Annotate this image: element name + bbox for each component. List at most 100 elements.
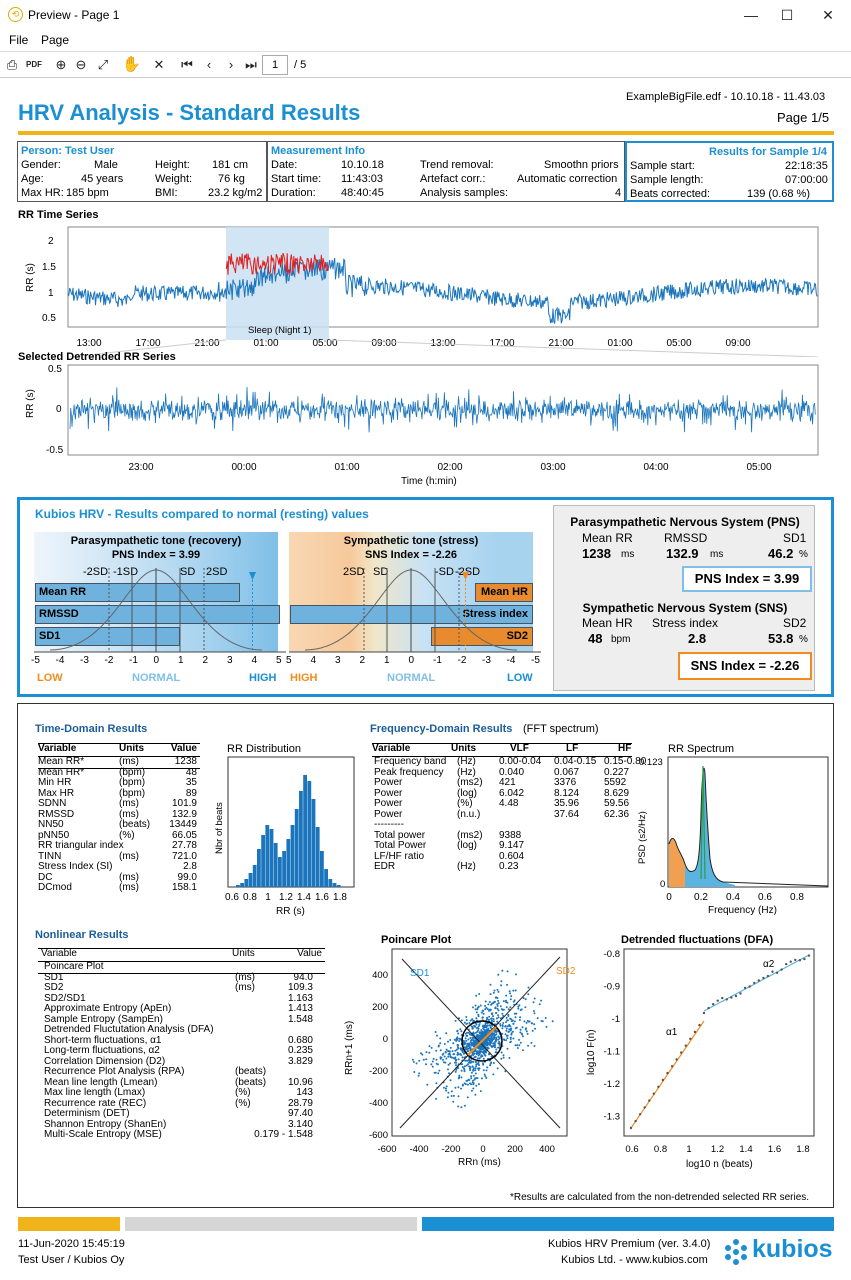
sns-sd-label: -SD xyxy=(435,566,454,578)
poincare-point xyxy=(501,1032,504,1035)
menu-page[interactable]: Page xyxy=(41,33,70,47)
poincare-point xyxy=(426,1083,429,1086)
table-cell: 59.56 xyxy=(604,798,630,809)
dfa-point xyxy=(675,1058,678,1061)
poincare-point xyxy=(509,1041,512,1044)
poincare-point xyxy=(485,1006,488,1009)
bar-rmssd: RMSSD xyxy=(35,605,280,624)
pdf-icon[interactable]: PDF xyxy=(26,60,42,69)
poincare-point xyxy=(486,1008,489,1011)
poincare-chart: SD1 SD2 400 200 0 -200 -400 -600 -600 -400 -200… xyxy=(344,948,575,1168)
spec-xticks: 0 0.2 0.4 0.6 0.8 xyxy=(666,892,804,903)
rrdist-xtick: 1.6 xyxy=(315,892,329,903)
poincare-point xyxy=(518,1038,520,1041)
poincare-point xyxy=(484,1054,487,1057)
maximize-button[interactable]: ☐ xyxy=(780,7,794,23)
poincare-point xyxy=(449,1054,452,1056)
footnote: *Results are calculated from the non-det… xyxy=(510,1192,810,1203)
det-xtick: 01:00 xyxy=(334,462,359,473)
poincare-point xyxy=(509,1017,512,1020)
table-cell: NN50 xyxy=(38,819,64,830)
close-doc-icon[interactable]: ✕ xyxy=(153,57,165,72)
poincare-point xyxy=(510,1027,513,1030)
poincare-point xyxy=(497,999,500,1002)
person-box: Person: Test User Gender: Male Age: 45 y… xyxy=(17,141,267,202)
first-page-icon[interactable]: ⏮ xyxy=(181,57,193,72)
prev-page-icon[interactable]: ‹ xyxy=(206,57,212,72)
poincare-point xyxy=(478,1023,481,1026)
poincare-point xyxy=(506,1025,509,1028)
bar-sd1: SD1 xyxy=(35,627,180,646)
poincare-point xyxy=(493,1030,496,1033)
table-row: RMSSD (ms) 132.9 xyxy=(38,809,200,821)
zoom-in-icon[interactable]: ⊕ xyxy=(55,57,67,72)
poincare-point xyxy=(497,1002,500,1005)
poincare-point xyxy=(505,1039,508,1042)
sample-start-label: Sample start: xyxy=(630,160,695,172)
pns-col: Mean RR xyxy=(582,531,633,545)
table-cell: Determinism (DET) xyxy=(44,1108,130,1119)
sns-sd-label: SD xyxy=(373,566,389,578)
poincare-point xyxy=(506,1001,509,1004)
window-title: Preview - Page 1 xyxy=(28,8,120,22)
poincare-point xyxy=(455,1048,458,1051)
poincare-yticks: 400 200 0 -200 -400 -600 xyxy=(369,970,388,1141)
histogram-bar xyxy=(240,883,244,887)
spec-ylabel: PSD (s2/Hz) xyxy=(637,811,648,864)
table-cell: 143 xyxy=(296,1087,313,1098)
table-cell: 5592 xyxy=(604,777,627,788)
table-cell: 0.04-0.15 xyxy=(554,756,597,767)
last-page-icon[interactable]: ⏭ xyxy=(245,57,257,72)
poincare-point xyxy=(428,1045,431,1048)
poincare-point xyxy=(469,1037,472,1039)
rr-distribution-chart: Nbr of beats 0.6 0.8 1 1.2 1.4 1.6 1.8 RR (s) xyxy=(214,756,355,917)
fit-page-icon[interactable]: ⤢ xyxy=(97,57,109,72)
histogram-bar xyxy=(282,851,286,887)
poincare-point xyxy=(468,1065,471,1068)
histogram-bars xyxy=(236,775,341,887)
table-cell: (ms2) xyxy=(457,829,483,841)
poincare-point xyxy=(517,1007,520,1010)
title-rule xyxy=(18,131,834,135)
dfa-chart: α1 α2 -0.8 -0.9 -1 -1.1 -1.2 -1.3 0.6 0.8 1 1.2 1… xyxy=(586,948,815,1170)
dfa-point xyxy=(785,962,788,966)
poincare-point xyxy=(469,1059,472,1062)
poincare-point xyxy=(476,1034,479,1037)
rr-xticks: 13:0017:0021:0001:0005:0009:0013:0017:00… xyxy=(76,338,750,349)
poincare-point xyxy=(447,1050,450,1053)
poincare-point xyxy=(524,1006,527,1009)
poincare-point xyxy=(430,1063,433,1066)
poincare-point xyxy=(472,1006,474,1009)
poincare-point xyxy=(460,1019,463,1022)
poincare-point xyxy=(413,1071,416,1073)
menu-file[interactable]: File xyxy=(9,33,29,47)
poincare-point xyxy=(515,1012,518,1015)
poincare-point xyxy=(525,1030,528,1033)
poincare-point xyxy=(474,1077,477,1080)
print-icon[interactable]: ⎙ xyxy=(6,57,18,72)
poincare-point xyxy=(460,1069,463,1072)
page-number-input[interactable]: 1 xyxy=(262,55,288,75)
results-head: Results for Sample 1/4 xyxy=(709,146,827,158)
table-cell: (beats) xyxy=(235,1066,267,1077)
minimize-button[interactable]: — xyxy=(744,7,758,23)
poincare-point xyxy=(467,1047,470,1050)
poincare-point xyxy=(533,1023,536,1026)
close-button[interactable]: ✕ xyxy=(822,7,834,23)
poincare-point xyxy=(435,1049,438,1052)
poincare-point xyxy=(485,1069,488,1072)
rrdist-xtick: 1.4 xyxy=(297,892,311,903)
next-page-icon[interactable]: › xyxy=(228,57,234,72)
zoom-out-icon[interactable]: ⊖ xyxy=(75,57,87,72)
poincare-point xyxy=(431,1065,434,1068)
pan-hand-icon[interactable]: ✋ xyxy=(122,56,141,73)
poincare-point xyxy=(499,1005,502,1008)
poincare-point xyxy=(472,1060,475,1063)
high-label: HIGH xyxy=(249,672,277,684)
table-row: TINN (ms) 721.0 xyxy=(38,851,200,863)
poincare-ytick: 0 xyxy=(383,1034,388,1045)
poincare-point xyxy=(505,994,508,997)
poincare-point xyxy=(501,1008,504,1011)
weight-label: Weight: xyxy=(155,173,193,185)
sd2-label: SD2 xyxy=(556,966,575,977)
